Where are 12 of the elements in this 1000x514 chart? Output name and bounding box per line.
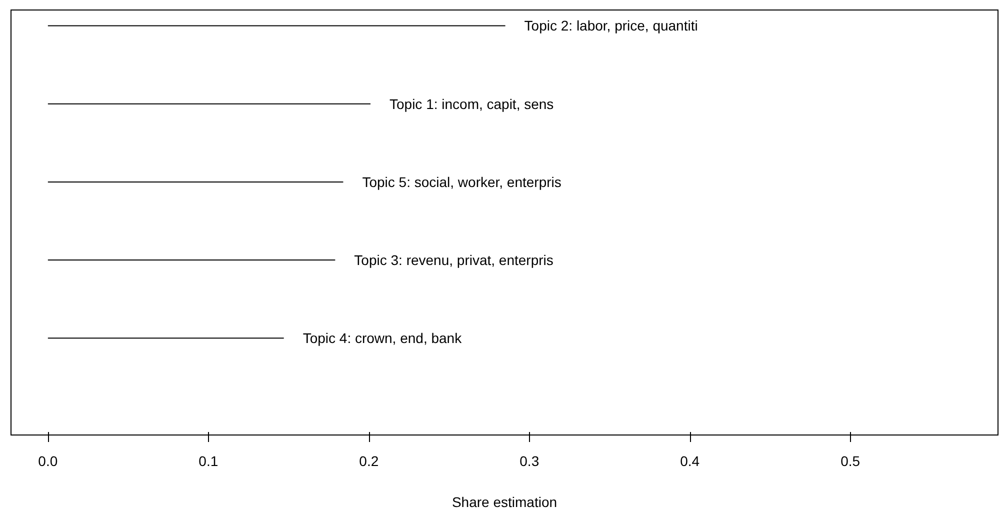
y-tick-label: Topic 4: crown, end, bank bbox=[302, 330, 463, 346]
y-tick-label: Topic 5: social, worker, enterpris bbox=[362, 174, 562, 190]
x-tick-label: 0.0 bbox=[38, 453, 58, 469]
x-tick-label: 0.5 bbox=[840, 453, 860, 469]
y-tick-label: Topic 1: incom, capit, sens bbox=[389, 96, 554, 112]
x-tick-label: 0.1 bbox=[198, 453, 218, 469]
y-tick-label: Topic 2: labor, price, quantiti bbox=[524, 18, 698, 34]
x-axis-title: Share estimation bbox=[452, 494, 558, 510]
x-tick-label: 0.2 bbox=[359, 453, 379, 469]
y-tick-label: Topic 3: revenu, privat, enterpris bbox=[354, 252, 554, 268]
x-tick-label: 0.3 bbox=[520, 453, 540, 469]
x-tick-label: 0.4 bbox=[680, 453, 700, 469]
